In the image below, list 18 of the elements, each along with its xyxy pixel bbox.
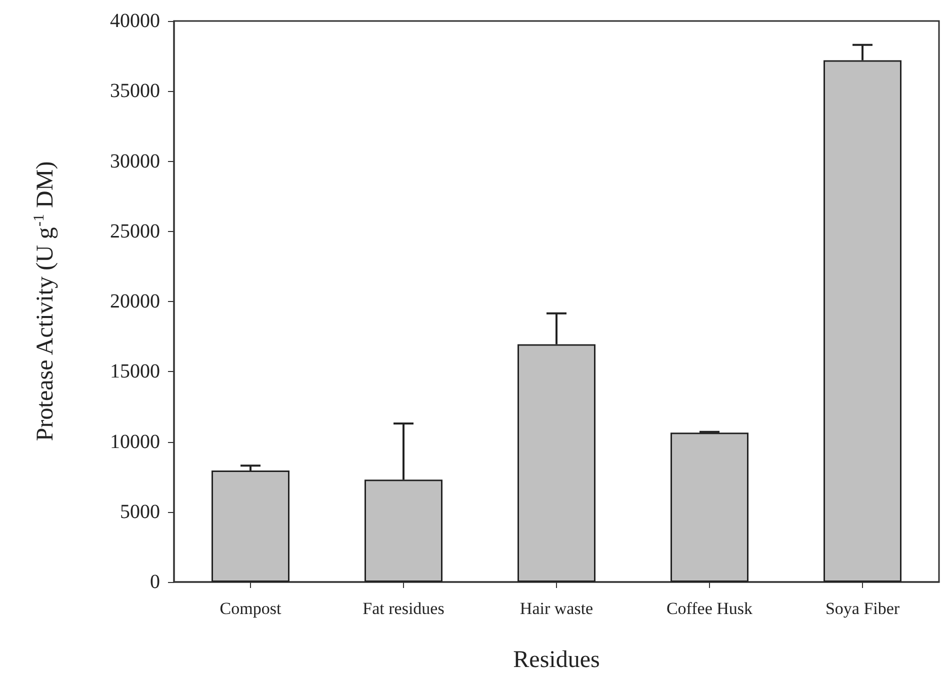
y-axis-title: Protease Activity (U g-1 DM) [32, 161, 58, 442]
x-axis-title: Residues [513, 647, 600, 673]
y-tick-label: 30000 [110, 150, 160, 172]
y-tick-label: 15000 [110, 360, 160, 383]
y-tick-label: 5000 [120, 500, 160, 523]
y-tick-label: 35000 [110, 80, 160, 102]
y-tick-label: 10000 [110, 430, 160, 453]
x-tick-label: Fat residues [362, 599, 444, 618]
y-tick-label: 0 [150, 571, 160, 593]
x-tick-label: Hair waste [520, 599, 594, 618]
y-tick-label: 20000 [110, 290, 160, 312]
y-tick-label: 40000 [110, 10, 160, 32]
x-tick-label: Soya Fiber [825, 599, 900, 618]
bar [212, 470, 290, 582]
x-tick-label: Compost [220, 599, 282, 618]
x-tick-label: Coffee Husk [666, 599, 754, 618]
bar [670, 432, 748, 582]
y-tick-label: 25000 [110, 220, 160, 242]
